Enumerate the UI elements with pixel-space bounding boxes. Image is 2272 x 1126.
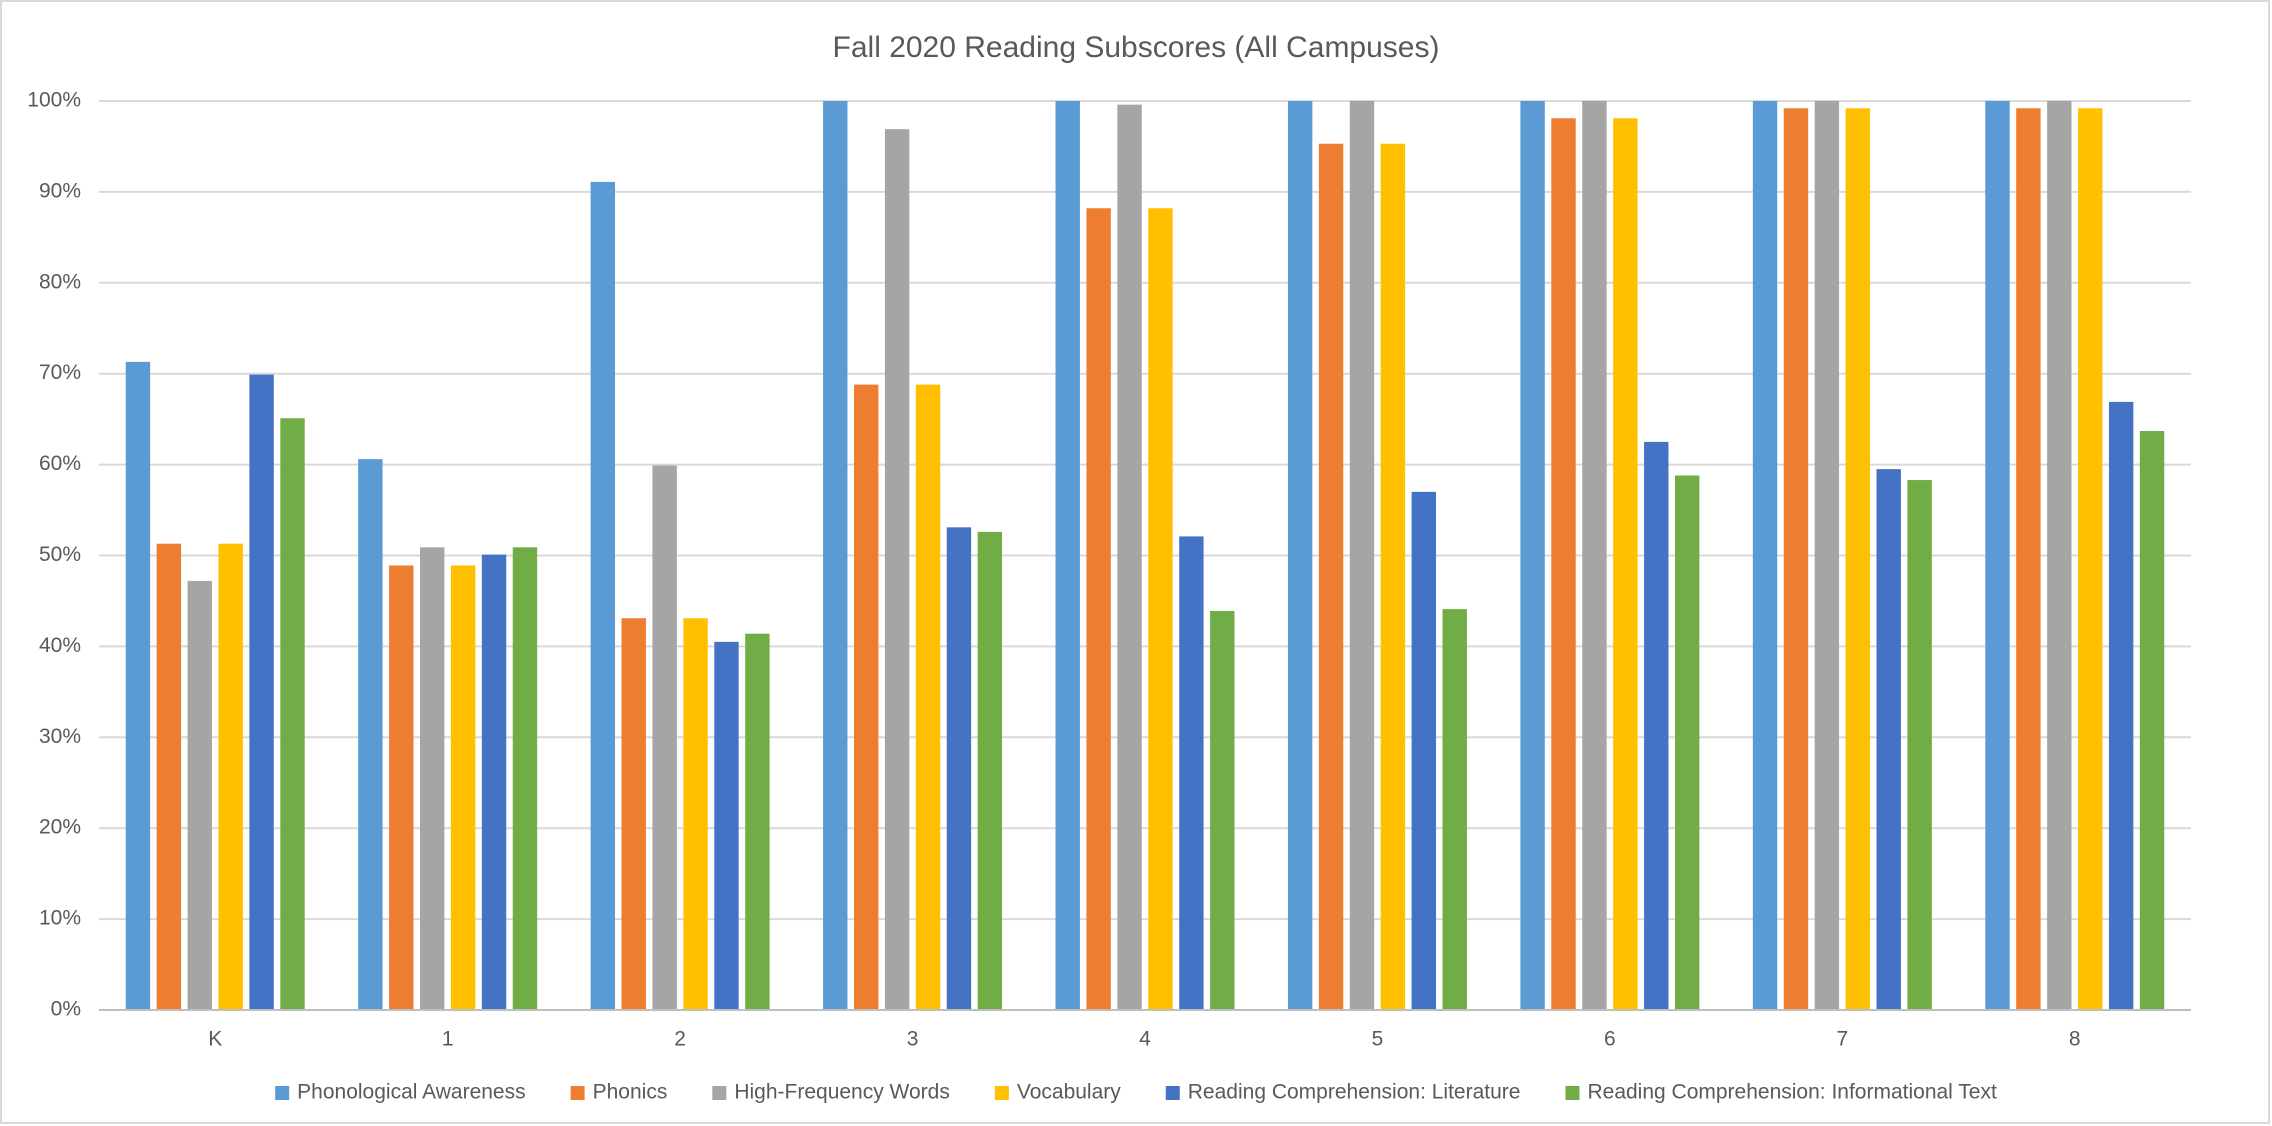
bar xyxy=(977,531,1003,1010)
bar xyxy=(1148,208,1173,1011)
bar xyxy=(745,633,770,1010)
bar xyxy=(1644,441,1669,1010)
legend-label: High-Frequency Words xyxy=(734,1081,950,1104)
bar xyxy=(1442,609,1467,1010)
bar xyxy=(1551,118,1576,1011)
bar xyxy=(683,618,708,1010)
legend-swatch xyxy=(1165,1086,1180,1100)
x-tick-label: K xyxy=(208,1028,222,1051)
bar xyxy=(1845,108,1870,1011)
x-tick-label: 4 xyxy=(1139,1028,1151,1051)
bar xyxy=(187,580,212,1010)
bar xyxy=(1380,143,1406,1010)
y-tick-label: 90% xyxy=(39,179,81,202)
y-tick-label: 100% xyxy=(27,89,81,112)
bar xyxy=(1411,491,1437,1010)
bar xyxy=(1876,469,1901,1010)
legend-swatch xyxy=(275,1086,290,1100)
legend-swatch xyxy=(570,1086,585,1100)
bar xyxy=(2108,401,2134,1010)
y-tick-label: 50% xyxy=(39,543,81,566)
legend-label: Reading Comprehension: Informational Tex… xyxy=(1587,1081,1997,1104)
bar xyxy=(884,129,910,1010)
legend-swatch xyxy=(712,1086,727,1100)
bar xyxy=(946,527,972,1010)
bar xyxy=(2047,101,2072,1010)
legend-label: Phonics xyxy=(593,1081,668,1104)
bar xyxy=(2139,430,2165,1010)
x-tick-label: 3 xyxy=(907,1028,919,1051)
legend-label: Phonological Awareness xyxy=(297,1081,525,1104)
x-tick-label: 6 xyxy=(1604,1028,1616,1051)
y-tick-label: 40% xyxy=(39,634,81,657)
bar xyxy=(1349,101,1375,1010)
bar xyxy=(280,418,305,1011)
bar xyxy=(1613,118,1638,1011)
bar xyxy=(1055,101,1080,1010)
bar xyxy=(450,565,476,1010)
y-tick-label: 30% xyxy=(39,725,81,748)
bar xyxy=(2078,108,2103,1011)
bar xyxy=(1674,475,1700,1010)
x-tick-label: 1 xyxy=(442,1028,454,1051)
x-tick-label: 7 xyxy=(1836,1028,1848,1051)
legend-swatch xyxy=(1565,1086,1580,1100)
bar xyxy=(358,459,383,1010)
y-tick-label: 60% xyxy=(39,452,81,475)
bar xyxy=(1814,101,1840,1010)
bar xyxy=(590,181,616,1010)
x-tick-label: 8 xyxy=(2069,1028,2081,1051)
bar xyxy=(1117,104,1142,1011)
bar xyxy=(1783,108,1809,1011)
y-tick-label: 80% xyxy=(39,270,81,293)
bar xyxy=(1086,208,1111,1011)
bar xyxy=(1582,101,1607,1010)
bar xyxy=(512,547,538,1010)
y-tick-label: 0% xyxy=(51,998,81,1021)
y-tick-label: 20% xyxy=(39,816,81,839)
bar xyxy=(823,101,848,1010)
bar xyxy=(1907,480,1932,1011)
bar xyxy=(915,384,941,1010)
bar xyxy=(714,641,739,1010)
bar xyxy=(1520,101,1545,1010)
legend-label: Vocabulary xyxy=(1017,1081,1121,1104)
bar xyxy=(1985,101,2010,1010)
bar xyxy=(1287,101,1313,1010)
bar xyxy=(389,565,414,1010)
bar xyxy=(1179,536,1204,1010)
bar xyxy=(853,384,879,1010)
bar xyxy=(621,618,646,1010)
x-tick-label: 5 xyxy=(1372,1028,1384,1051)
bar xyxy=(125,361,151,1010)
bar xyxy=(2016,108,2041,1011)
bar xyxy=(1752,101,1778,1010)
y-tick-label: 10% xyxy=(39,907,81,930)
y-tick-label: 70% xyxy=(39,361,81,384)
bar xyxy=(652,465,677,1010)
bar xyxy=(420,547,445,1010)
chart-title: Fall 2020 Reading Subscores (All Campuse… xyxy=(833,31,1440,64)
bar xyxy=(218,543,243,1010)
x-tick-label: 2 xyxy=(674,1028,686,1051)
bar xyxy=(481,554,507,1010)
bar xyxy=(1210,610,1235,1010)
legend-swatch xyxy=(994,1086,1009,1100)
bar xyxy=(249,374,274,1010)
bar xyxy=(1318,143,1344,1010)
bar xyxy=(156,543,182,1010)
legend-label: Reading Comprehension: Literature xyxy=(1188,1081,1521,1104)
